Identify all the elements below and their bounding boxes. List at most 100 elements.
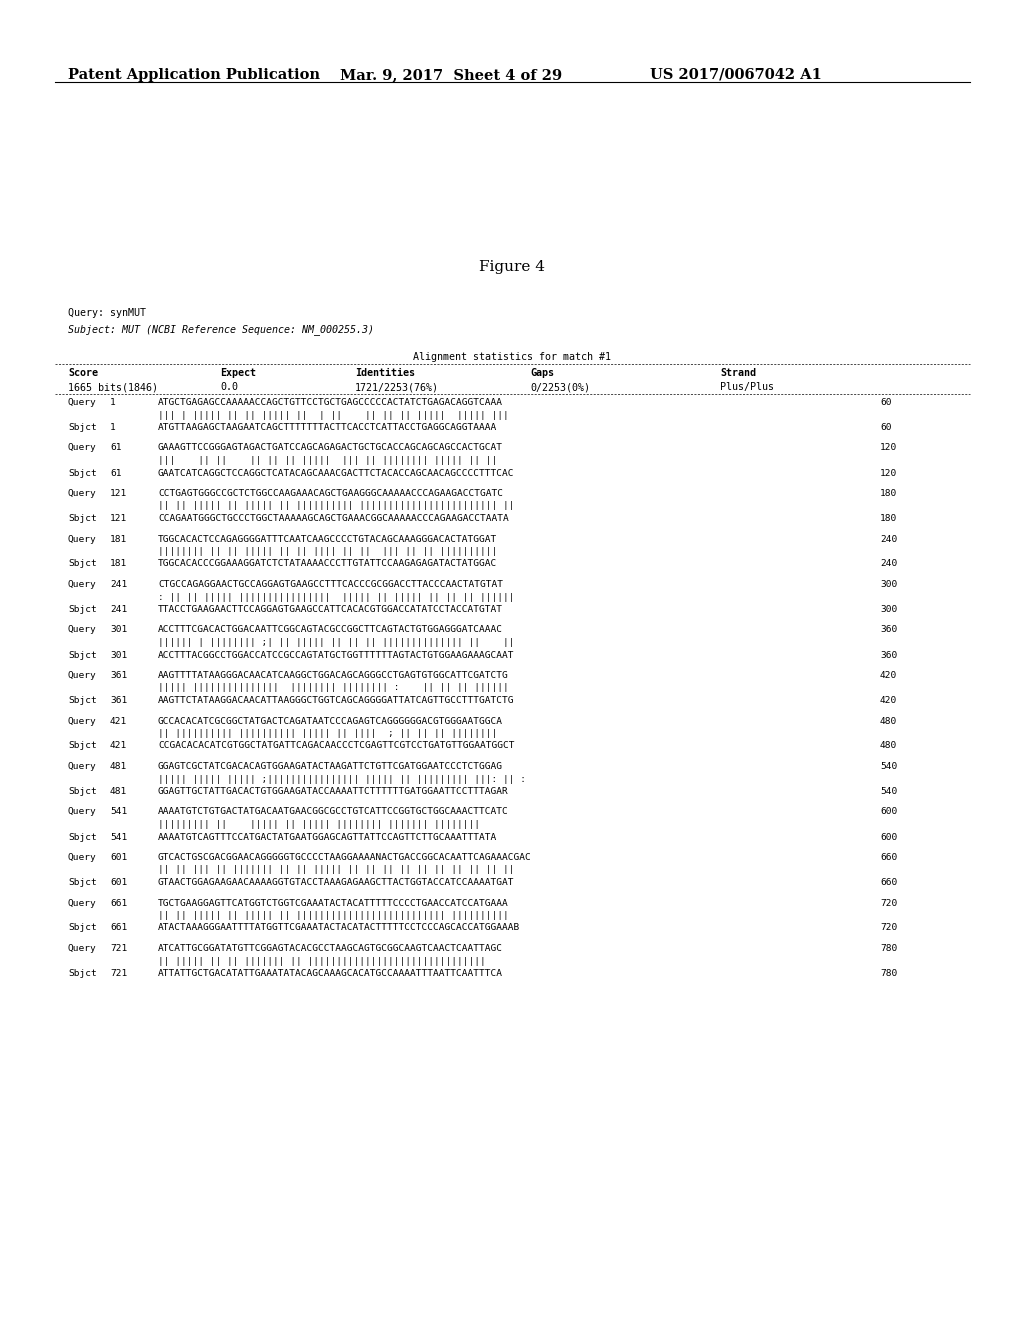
Text: TGGCACACTCCAGAGGGGATTTCAATCAAGCCCCTGTACAGCAAAGGGACACTATGGAT: TGGCACACTCCAGAGGGGATTTCAATCAAGCCCCTGTACA… [158, 535, 498, 544]
Text: GTAACTGGAGAAGAACAAAAGGTGTACCTAAAGAGAAGCTTACTGGTACCATCCAAAATGAT: GTAACTGGAGAAGAACAAAAGGTGTACCTAAAGAGAAGCT… [158, 878, 514, 887]
Text: ATCATTGCGGATATGTTCGGAGTACACGCCTAAGCAGTGCGGCAAGTCAACTCAATTAGC: ATCATTGCGGATATGTTCGGAGTACACGCCTAAGCAGTGC… [158, 944, 503, 953]
Text: Sbjct: Sbjct [68, 422, 96, 432]
Text: AAGTTCTATAAGGACAACATTAAGGGCTGGTCAGCAGGGGATTATCAGTTGCCTTTGATCTG: AAGTTCTATAAGGACAACATTAAGGGCTGGTCAGCAGGGG… [158, 696, 514, 705]
Text: TGCTGAAGGAGTTCATGGTCTGGTCGAAATACTACATTTTTCCCCTGAACCATCCATGAAA: TGCTGAAGGAGTTCATGGTCTGGTCGAAATACTACATTTT… [158, 899, 509, 908]
Text: || ||||| || || ||||||| || |||||||||||||||||||||||||||||||: || ||||| || || ||||||| || ||||||||||||||… [158, 957, 485, 965]
Text: 600: 600 [880, 833, 897, 842]
Text: Alignment statistics for match #1: Alignment statistics for match #1 [413, 352, 611, 362]
Text: Sbjct: Sbjct [68, 560, 96, 569]
Text: 240: 240 [880, 560, 897, 569]
Text: Score: Score [68, 368, 98, 378]
Text: 421: 421 [110, 742, 127, 751]
Text: AAGTTTTATAAGGGACAACATCAAGGCTGGACAGCAGGGCCTGAGTGTGGCATTCGATCTG: AAGTTTTATAAGGGACAACATCAAGGCTGGACAGCAGGGC… [158, 671, 509, 680]
Text: 1: 1 [110, 422, 116, 432]
Text: Sbjct: Sbjct [68, 833, 96, 842]
Text: 60: 60 [880, 422, 892, 432]
Text: 420: 420 [880, 696, 897, 705]
Text: 600: 600 [880, 808, 897, 817]
Text: 241: 241 [110, 579, 127, 589]
Text: GGAGTCGCTATCGACACAGTGGAAGATACTAAGATTCTGTTCGATGGAATCCCTCTGGAG: GGAGTCGCTATCGACACAGTGGAAGATACTAAGATTCTGT… [158, 762, 503, 771]
Text: GAATCATCAGGCTCCAGGCTCATACAGCAAACGACTTCTACACCAGCAACAGCCCCTTTCAC: GAATCATCAGGCTCCAGGCTCATACAGCAAACGACTTCTA… [158, 469, 514, 478]
Text: AAAATGTCTGTGACTATGACAATGAACGGCGCCTGTCATTCCGGTGCTGGCAAACTTCATC: AAAATGTCTGTGACTATGACAATGAACGGCGCCTGTCATT… [158, 808, 509, 817]
Text: Query: Query [68, 808, 96, 817]
Text: Sbjct: Sbjct [68, 924, 96, 932]
Text: 0.0: 0.0 [220, 381, 238, 392]
Text: 241: 241 [110, 605, 127, 614]
Text: Query: Query [68, 944, 96, 953]
Text: Strand: Strand [720, 368, 756, 378]
Text: Sbjct: Sbjct [68, 742, 96, 751]
Text: || || ||| || ||||||| || || ||||| || || || || || || || || || ||: || || ||| || ||||||| || || ||||| || || |… [158, 866, 514, 874]
Text: 421: 421 [110, 717, 127, 726]
Text: 660: 660 [880, 853, 897, 862]
Text: CCGACACACATCGTGGCTATGATTCAGACAACCCTCGAGTTCGTCCTGATGTTGGAATGGCT: CCGACACACATCGTGGCTATGATTCAGACAACCCTCGAGT… [158, 742, 514, 751]
Text: 420: 420 [880, 671, 897, 680]
Text: 721: 721 [110, 969, 127, 978]
Text: ||||| |||||||||||||||  |||||||| |||||||| :    || || || ||||||: ||||| ||||||||||||||| |||||||| |||||||| … [158, 684, 509, 693]
Text: 721: 721 [110, 944, 127, 953]
Text: Sbjct: Sbjct [68, 469, 96, 478]
Text: |||||| | |||||||| ;| || ||||| || || || |||||||||||||| ||    ||: |||||| | |||||||| ;| || ||||| || || || |… [158, 638, 514, 647]
Text: Patent Application Publication: Patent Application Publication [68, 69, 319, 82]
Text: Query: Query [68, 626, 96, 635]
Text: 360: 360 [880, 626, 897, 635]
Text: 361: 361 [110, 671, 127, 680]
Text: 301: 301 [110, 626, 127, 635]
Text: Sbjct: Sbjct [68, 878, 96, 887]
Text: Query: Query [68, 853, 96, 862]
Text: 120: 120 [880, 444, 897, 453]
Text: 661: 661 [110, 924, 127, 932]
Text: 540: 540 [880, 762, 897, 771]
Text: Query: Query [68, 399, 96, 407]
Text: Sbjct: Sbjct [68, 513, 96, 523]
Text: Gaps: Gaps [530, 368, 554, 378]
Text: Sbjct: Sbjct [68, 651, 96, 660]
Text: 121: 121 [110, 488, 127, 498]
Text: || || ||||| || ||||| || |||||||||| |||||||||||||||||||||||| ||: || || ||||| || ||||| || |||||||||| |||||… [158, 502, 514, 511]
Text: GAAAGTTCCGGGAGTAGACTGATCCAGCAGAGACTGCTGCACCAGCAGCAGCCACTGCAT: GAAAGTTCCGGGAGTAGACTGATCCAGCAGAGACTGCTGC… [158, 444, 503, 453]
Text: Sbjct: Sbjct [68, 605, 96, 614]
Text: Query: Query [68, 717, 96, 726]
Text: 120: 120 [880, 469, 897, 478]
Text: 301: 301 [110, 651, 127, 660]
Text: GTCACTGSCGACGGAACAGGGGGTGCCCCTAAGGAAAANACTGACCGGCACAATTCAGAAACGAC: GTCACTGSCGACGGAACAGGGGGTGCCCCTAAGGAAAANA… [158, 853, 531, 862]
Text: 61: 61 [110, 444, 122, 453]
Text: ACCTTTCGACACTGGACAATTCGGCAGTACGCCGGCTTCAGTACTGTGGAGGGATCAAAC: ACCTTTCGACACTGGACAATTCGGCAGTACGCCGGCTTCA… [158, 626, 503, 635]
Text: 601: 601 [110, 853, 127, 862]
Text: 1665 bits(1846): 1665 bits(1846) [68, 381, 158, 392]
Text: Sbjct: Sbjct [68, 787, 96, 796]
Text: 300: 300 [880, 605, 897, 614]
Text: 60: 60 [880, 399, 892, 407]
Text: : || || ||||| ||||||||||||||||  ||||| || ||||| || || || ||||||: : || || ||||| |||||||||||||||| ||||| || … [158, 593, 514, 602]
Text: Query: Query [68, 671, 96, 680]
Text: Query: Query [68, 899, 96, 908]
Text: Identities: Identities [355, 368, 415, 378]
Text: 540: 540 [880, 787, 897, 796]
Text: Query: Query [68, 444, 96, 453]
Text: Expect: Expect [220, 368, 256, 378]
Text: 481: 481 [110, 787, 127, 796]
Text: Mar. 9, 2017  Sheet 4 of 29: Mar. 9, 2017 Sheet 4 of 29 [340, 69, 562, 82]
Text: || |||||||||| |||||||||| ||||| || ||||  ; || || || ||||||||: || |||||||||| |||||||||| ||||| || |||| ;… [158, 729, 498, 738]
Text: 541: 541 [110, 833, 127, 842]
Text: |||    || ||    || || || |||||  ||| || |||||||| ||||| || ||: ||| || || || || || ||||| ||| || ||||||||… [158, 455, 498, 465]
Text: |||||||| || || ||||| || || |||| || ||  ||| || || ||||||||||: |||||||| || || ||||| || || |||| || || ||… [158, 546, 498, 556]
Text: Query: synMUT: Query: synMUT [68, 308, 146, 318]
Text: 300: 300 [880, 579, 897, 589]
Text: CCAGAATGGGCTGCCCTGGCTAAAAAGCAGCTGAAACGGCAAAAACCCAGAAGACCTAATA: CCAGAATGGGCTGCCCTGGCTAAAAAGCAGCTGAAACGGC… [158, 513, 509, 523]
Text: 1721/2253(76%): 1721/2253(76%) [355, 381, 439, 392]
Text: 360: 360 [880, 651, 897, 660]
Text: Query: Query [68, 488, 96, 498]
Text: 121: 121 [110, 513, 127, 523]
Text: Query: Query [68, 535, 96, 544]
Text: US 2017/0067042 A1: US 2017/0067042 A1 [650, 69, 822, 82]
Text: 480: 480 [880, 717, 897, 726]
Text: 180: 180 [880, 513, 897, 523]
Text: 361: 361 [110, 696, 127, 705]
Text: 720: 720 [880, 899, 897, 908]
Text: 541: 541 [110, 808, 127, 817]
Text: Sbjct: Sbjct [68, 969, 96, 978]
Text: GGAGTTGCTATTGACACTGTGGAAGATACCAAAATTCTTTTTTGATGGAATTCCTTTAGAR: GGAGTTGCTATTGACACTGTGGAAGATACCAAAATTCTTT… [158, 787, 509, 796]
Text: ATTATTGCTGACATATTGAAATATACAGCAAAGCACATGCCAAAATTTAATTCAATTTCA: ATTATTGCTGACATATTGAAATATACAGCAAAGCACATGC… [158, 969, 503, 978]
Text: 660: 660 [880, 878, 897, 887]
